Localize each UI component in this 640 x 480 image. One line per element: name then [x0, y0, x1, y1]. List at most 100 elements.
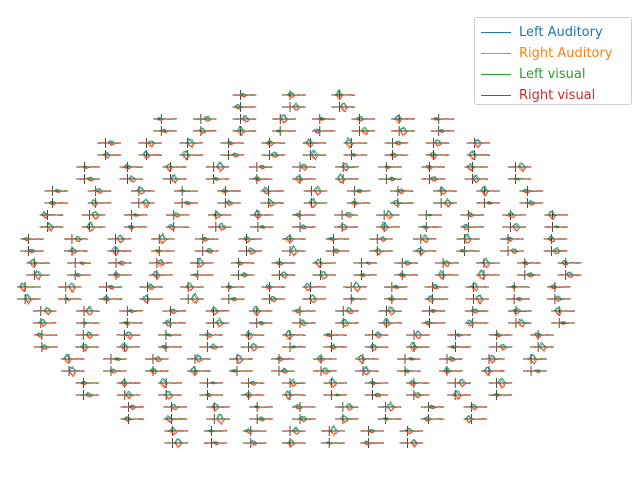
trace-line-right-visual — [207, 310, 230, 316]
trace-line-right-visual — [465, 418, 488, 423]
trace-line-right-visual — [423, 310, 446, 313]
sensor-trace — [272, 114, 296, 124]
trace-line-right-visual — [251, 406, 273, 409]
sensor-trace — [240, 390, 265, 400]
sensor-trace — [378, 305, 403, 317]
trace-line-right-visual — [242, 346, 265, 351]
sensor-trace — [302, 282, 327, 292]
trace-line-right-visual — [327, 250, 350, 254]
sensor-trace — [97, 150, 122, 160]
trace-line-right-visual — [423, 166, 446, 170]
sensor-trace — [139, 294, 164, 304]
sensor-trace — [282, 329, 306, 341]
trace-line-left-visual — [407, 380, 430, 384]
trace-line-right-visual — [77, 346, 100, 352]
legend-item-left-auditory[interactable]: Left Auditory — [481, 22, 603, 42]
trace-line-right-visual — [548, 286, 571, 290]
sensor-grid — [17, 88, 582, 449]
trace-line-right-visual — [283, 346, 306, 349]
sensor-trace — [397, 366, 421, 376]
sensor-trace — [313, 354, 337, 364]
trace-line-right-visual — [325, 394, 348, 397]
sensor-trace — [102, 366, 127, 376]
sensor-trace — [97, 138, 122, 148]
trace-line-left-visual — [508, 297, 530, 300]
trace-line-right-visual — [274, 118, 296, 124]
trace-line-right-visual — [69, 274, 91, 278]
trace-line-right-visual — [222, 154, 245, 158]
trace-line-right-visual — [440, 370, 463, 374]
sensor-trace — [248, 174, 273, 184]
sensor-trace — [76, 305, 100, 316]
sensor-trace — [261, 150, 286, 160]
sensor-trace — [321, 438, 346, 448]
trace-line-right-visual — [366, 334, 389, 338]
sensor-trace — [364, 378, 389, 388]
sensor-trace — [313, 366, 337, 376]
trace-line-right-visual — [121, 310, 143, 314]
sensor-trace — [389, 186, 414, 196]
sensor-trace — [557, 270, 582, 280]
sensor-trace — [120, 402, 145, 412]
trace-line-right-visual — [293, 226, 316, 230]
sensor-trace — [87, 198, 112, 208]
sensor-trace — [353, 258, 377, 268]
trace-line-left-visual — [490, 333, 513, 336]
sensor-trace — [546, 282, 571, 292]
trace-line-right-visual — [378, 214, 400, 219]
trace-line-right-visual — [478, 202, 501, 205]
trace-line-right-visual — [219, 202, 241, 206]
trace-line-right-auditory — [314, 274, 337, 281]
trace-line-right-visual — [209, 214, 232, 219]
legend-item-right-auditory[interactable]: Right Auditory — [481, 43, 612, 63]
sensor-trace — [302, 149, 327, 161]
sensor-trace — [32, 306, 57, 316]
trace-line-right-visual — [208, 418, 230, 426]
trace-line-right-visual — [559, 262, 582, 266]
trace-line-right-visual — [356, 358, 379, 365]
sensor-trace — [506, 282, 530, 292]
sensor-trace — [405, 378, 430, 388]
trace-line-right-visual — [181, 154, 204, 161]
sensor-trace — [220, 282, 245, 292]
trace-line-right-visual — [414, 250, 437, 257]
trace-line-right-visual — [66, 238, 88, 243]
trace-line-right-visual — [104, 370, 127, 374]
sensor-trace — [271, 270, 296, 280]
trace-line-right-visual — [304, 142, 327, 147]
sensor-trace — [158, 377, 182, 389]
trace-line-right-visual — [160, 382, 182, 389]
sensor-trace — [488, 390, 513, 400]
sensor-trace — [116, 390, 141, 400]
sensor-trace — [102, 354, 127, 364]
legend-item-right-visual[interactable]: Right visual — [481, 85, 595, 105]
trace-line-right-visual — [501, 238, 524, 242]
trace-line-right-auditory — [41, 226, 64, 232]
trace-line-right-visual — [283, 430, 306, 435]
sensor-trace — [465, 294, 490, 305]
trace-line-right-visual — [294, 178, 316, 184]
trace-line-right-visual — [19, 298, 41, 306]
sensor-trace — [397, 354, 421, 364]
trace-line-right-visual — [327, 238, 350, 241]
trace-line-right-visual — [391, 202, 414, 207]
trace-line-right-visual — [166, 442, 189, 448]
trace-line-right-visual — [283, 382, 306, 387]
trace-line-right-visual — [99, 142, 122, 146]
trace-line-right-visual — [353, 130, 376, 136]
sensor-trace — [331, 88, 356, 100]
legend-item-left-visual[interactable]: Left visual — [481, 64, 586, 84]
trace-line-right-visual — [205, 430, 228, 433]
sensor-trace — [248, 306, 273, 317]
trace-line-right-visual — [395, 274, 418, 278]
sensor-trace — [447, 342, 472, 352]
trace-line-right-visual — [337, 322, 359, 327]
trace-line-right-visual — [83, 214, 106, 220]
sensor-trace — [98, 282, 123, 292]
sensor-trace — [242, 438, 267, 448]
trace-line-right-visual — [293, 406, 316, 411]
trace-line-right-visual — [336, 178, 359, 184]
trace-line-right-visual — [77, 334, 100, 339]
sensor-trace — [139, 282, 164, 292]
